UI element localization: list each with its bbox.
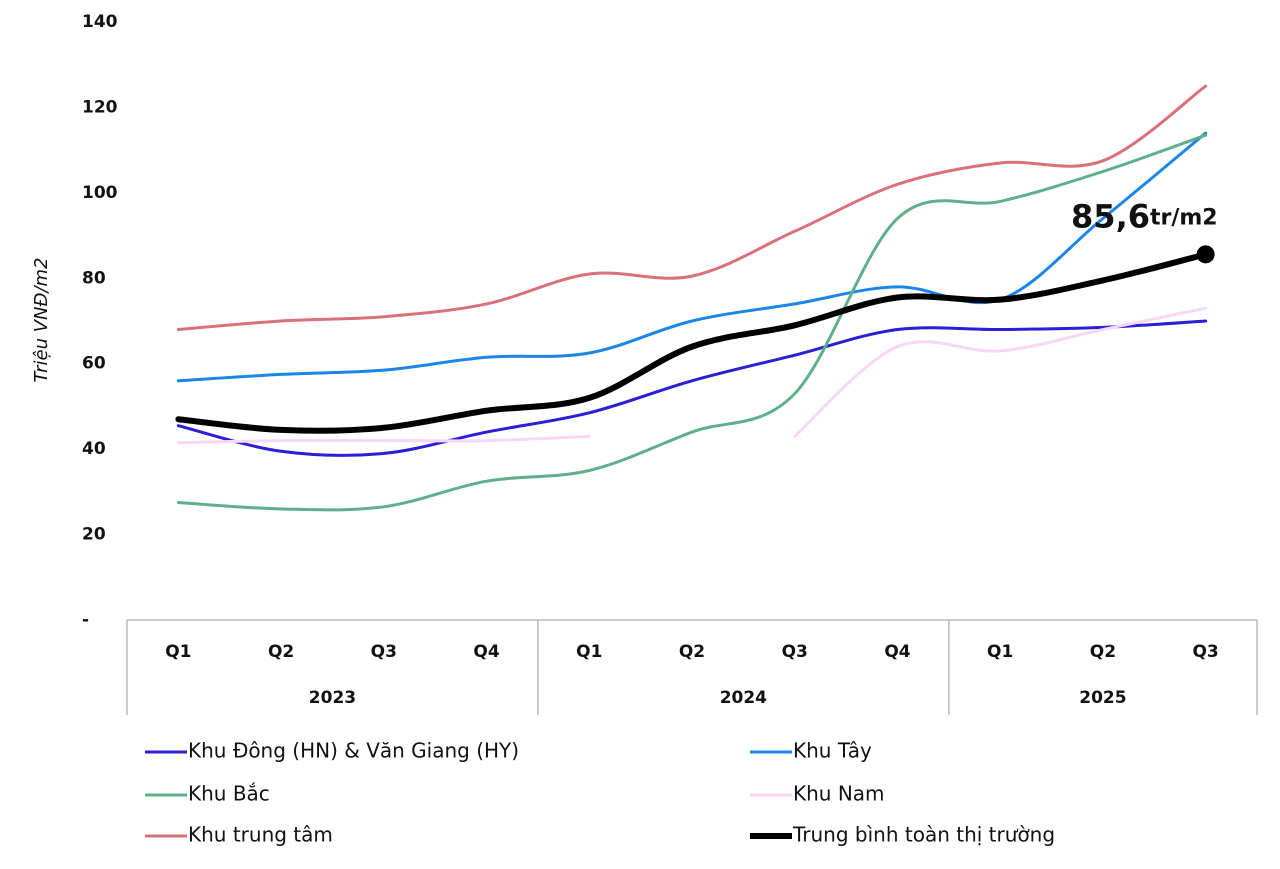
x-tick-label: Q2 [679,642,705,662]
legend-label: Khu trung tâm [188,823,333,847]
x-tick-label: Q1 [576,642,602,662]
series-line [176,306,1208,445]
x-group-label: 2025 [1079,688,1126,708]
y-tick-label: 60 [82,354,106,374]
x-tick-label: Q2 [268,642,294,662]
series-line [176,131,1208,383]
legend-label: Trung bình toàn thị trường [792,823,1055,847]
y-tick-label: 140 [82,12,118,32]
x-tick-label: Q1 [987,642,1013,662]
series-line [176,133,1208,512]
y-tick-label: 100 [82,183,118,203]
x-tick-label: Q1 [165,642,191,662]
legend-label: Khu Bắc [188,782,270,806]
y-tick-label: 120 [82,97,118,117]
x-group-label: 2024 [720,688,767,708]
legend-label: Khu Tây [793,739,872,763]
data-label-number: 85,6 [1071,197,1150,235]
legend-label: Khu Đông (HN) & Văn Giang (HY) [188,739,519,763]
x-tick-label: Q3 [782,642,808,662]
data-label-unit: tr/m2 [1150,205,1218,230]
series-line [176,319,1208,457]
y-tick-label: 40 [82,439,106,459]
x-tick-label: Q2 [1090,642,1116,662]
x-group-label: 2023 [309,688,356,708]
point-marker [1196,245,1215,264]
y-tick-label: - [82,610,89,630]
y-axis-label: Triệu VNĐ/m2 [31,258,52,383]
x-tick-label: Q4 [473,642,499,662]
series-line [176,84,1208,332]
x-tick-label: Q3 [1192,642,1218,662]
y-tick-label: 80 [82,268,106,288]
x-tick-label: Q3 [371,642,397,662]
series-line [175,251,1209,434]
x-tick-label: Q4 [884,642,910,662]
y-tick-label: 20 [82,525,106,545]
data-label: 85,6tr/m2 [1071,197,1218,235]
legend-label: Khu Nam [793,782,885,806]
